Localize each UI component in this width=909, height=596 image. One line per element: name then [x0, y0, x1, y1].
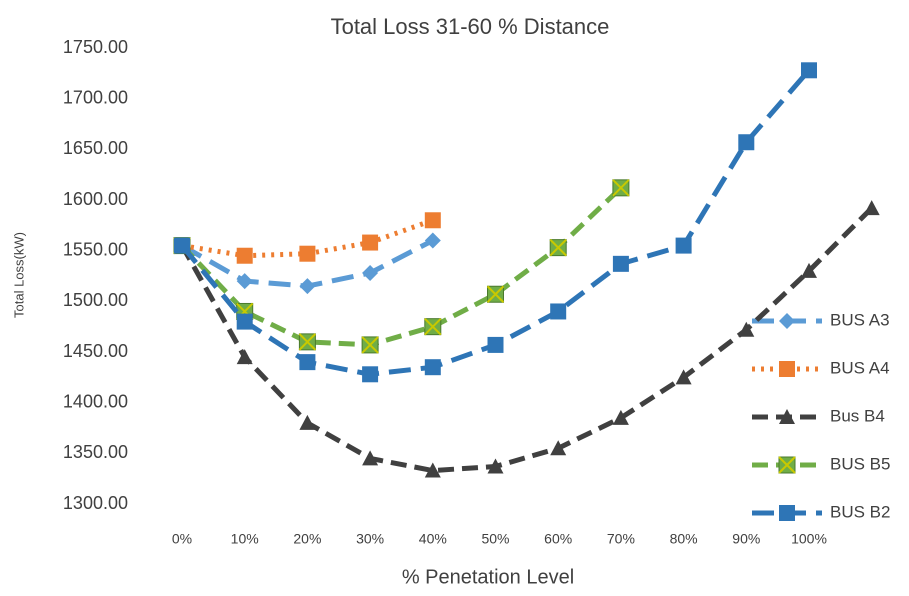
series	[174, 62, 817, 383]
x-tick-label: 70%	[607, 531, 635, 547]
marker	[236, 273, 253, 290]
x-tick-label: 60%	[544, 531, 572, 547]
marker	[424, 232, 441, 249]
marker-cross	[298, 333, 317, 351]
x-tick-label: 20%	[293, 531, 321, 547]
y-tick-label: 1450.00	[63, 341, 128, 361]
series-line	[180, 186, 623, 348]
marker	[299, 278, 316, 295]
y-tick-label: 1550.00	[63, 239, 128, 259]
marker	[424, 462, 441, 478]
marker-cross	[549, 238, 567, 257]
y-tick-label: 1650.00	[63, 138, 128, 158]
marker	[299, 414, 316, 430]
marker	[612, 409, 629, 425]
marker	[362, 366, 379, 383]
x-tick-label: 100%	[791, 531, 827, 547]
marker-cross	[424, 317, 442, 336]
legend-label: Bus B4	[830, 406, 885, 425]
marker-cross	[361, 336, 379, 354]
series	[174, 200, 880, 478]
marker	[236, 349, 253, 365]
marker	[550, 303, 567, 320]
y-tick-label: 1750.00	[63, 37, 128, 57]
marker-cross	[778, 456, 796, 474]
marker	[487, 458, 504, 474]
legend-label: BUS A4	[830, 358, 890, 377]
marker-cross	[486, 285, 505, 303]
legend-label: BUS B2	[830, 502, 890, 521]
legend-marker	[779, 409, 795, 424]
marker	[362, 450, 379, 466]
legend-marker	[779, 313, 795, 329]
marker	[779, 409, 795, 424]
marker	[362, 234, 379, 251]
x-tick-label: 40%	[419, 531, 447, 547]
marker	[801, 62, 817, 79]
marker	[550, 440, 567, 456]
marker	[299, 354, 316, 371]
x-tick-label: 80%	[670, 531, 698, 547]
x-tick-label: 30%	[356, 531, 384, 547]
marker	[612, 255, 629, 272]
y-axis-title: Total Loss(kW)	[11, 232, 26, 318]
marker	[801, 262, 817, 278]
marker	[299, 245, 316, 262]
marker	[779, 361, 795, 377]
marker	[362, 264, 379, 281]
marker	[738, 321, 755, 337]
x-tick-label: 90%	[732, 531, 760, 547]
legend-label: BUS A3	[830, 310, 890, 329]
marker	[174, 237, 190, 254]
marker	[487, 336, 504, 353]
marker	[424, 359, 441, 376]
marker	[675, 369, 692, 385]
marker	[675, 237, 692, 254]
x-tick-label: 50%	[481, 531, 509, 547]
y-tick-label: 1700.00	[63, 87, 128, 107]
legend-marker	[778, 456, 796, 474]
y-tick-label: 1400.00	[63, 391, 128, 411]
y-tick-label: 1600.00	[63, 189, 128, 209]
marker-cross	[612, 179, 630, 197]
marker	[236, 247, 253, 264]
marker	[779, 505, 795, 521]
y-tick-label: 1300.00	[63, 493, 128, 513]
y-tick-label: 1350.00	[63, 442, 128, 462]
legend-marker	[779, 505, 795, 521]
legend-label: BUS B5	[830, 454, 890, 473]
x-axis-title: % Penetation Level	[402, 566, 574, 588]
chart-title: Total Loss 31-60 % Distance	[331, 14, 610, 39]
y-tick-label: 1500.00	[63, 290, 128, 310]
marker	[236, 313, 253, 330]
x-tick-label: 10%	[231, 531, 259, 547]
marker	[738, 134, 755, 151]
marker	[424, 212, 441, 229]
series-line	[179, 206, 874, 474]
marker	[863, 200, 880, 216]
x-tick-label: 0%	[172, 531, 192, 547]
marker	[779, 313, 795, 329]
legend-marker	[779, 361, 795, 377]
